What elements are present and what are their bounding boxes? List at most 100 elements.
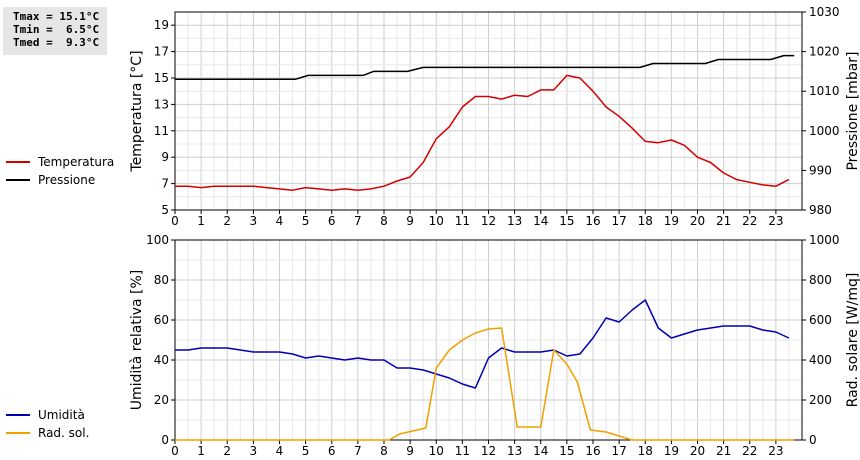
bottom-x-tick-label: 0 [171, 444, 179, 458]
bottom-x-tick-label: 21 [716, 444, 731, 458]
bottom-y-right-tick-label: 200 [809, 393, 832, 407]
bottom-x-tick-label: 19 [664, 444, 679, 458]
top-x-tick-label: 3 [250, 214, 258, 228]
top-x-tick-label: 8 [380, 214, 388, 228]
top-y-right-title: Pressione [mbar] [845, 51, 860, 170]
legend-label-umidita: Umidità [38, 408, 85, 422]
bottom-x-tick-label: 18 [638, 444, 653, 458]
top-x-tick-label: 23 [768, 214, 783, 228]
top-series-line-temperatura [175, 74, 790, 191]
bottom-x-tick-label: 13 [507, 444, 522, 458]
bottom-y-left-tick-label: 100 [146, 233, 169, 247]
bottom-x-tick-label: 11 [455, 444, 470, 458]
tmin-value: Tmin = 6.5°C [13, 23, 100, 36]
legend-item-temperatura: Temperatura [6, 153, 114, 171]
legend-label-pressione: Pressione [38, 173, 96, 187]
bottom-x-tick-label: 14 [533, 444, 548, 458]
top-x-tick-label: 1 [197, 214, 205, 228]
stats-box: Tmax = 15.1°C Tmin = 6.5°C Tmed = 9.3°C [3, 7, 107, 55]
bottom-x-tick-label: 2 [223, 444, 231, 458]
top-x-tick-label: 18 [638, 214, 653, 228]
tmax-value: Tmax = 15.1°C [13, 10, 100, 23]
bottom-x-tick-label: 20 [690, 444, 705, 458]
top-x-tick-label: 4 [276, 214, 284, 228]
bottom-x-tick-label: 4 [276, 444, 284, 458]
top-y-left-tick-label: 19 [154, 18, 169, 32]
top-x-tick-label: 22 [742, 214, 757, 228]
top-x-tick-label: 17 [611, 214, 626, 228]
bottom-x-tick-label: 15 [559, 444, 574, 458]
bottom-series-line-rad-sol [175, 327, 795, 441]
top-x-tick-label: 9 [406, 214, 414, 228]
legend-item-pressione: Pressione [6, 171, 114, 189]
top-x-tick-label: 13 [507, 214, 522, 228]
bottom-y-right-tick-label: 400 [809, 353, 832, 367]
top-y-left-tick-label: 13 [154, 97, 169, 111]
top-x-tick-label: 15 [559, 214, 574, 228]
bottom-y-left-tick-label: 80 [154, 273, 169, 287]
legend-item-umidita: Umidità [6, 406, 89, 424]
legend-swatch-temperatura [6, 161, 30, 163]
legend-item-rad-sol: Rad. sol. [6, 424, 89, 442]
top-y-right-tick-label: 1030 [809, 5, 840, 19]
top-x-tick-label: 10 [429, 214, 444, 228]
top-y-left-tick-label: 11 [154, 124, 169, 138]
top-x-tick-label: 7 [354, 214, 362, 228]
bottom-x-tick-label: 8 [380, 444, 388, 458]
top-x-tick-label: 20 [690, 214, 705, 228]
top-y-left-tick-label: 9 [161, 150, 169, 164]
top-y-right-tick-label: 1010 [809, 84, 840, 98]
bottom-y-right-tick-label: 600 [809, 313, 832, 327]
legend-top: Temperatura Pressione [6, 153, 114, 189]
top-x-tick-label: 21 [716, 214, 731, 228]
top-x-tick-label: 14 [533, 214, 548, 228]
top-x-tick-label: 12 [481, 214, 496, 228]
top-x-tick-label: 0 [171, 214, 179, 228]
bottom-y-right-tick-label: 800 [809, 273, 832, 287]
top-x-tick-label: 11 [455, 214, 470, 228]
bottom-y-right-tick-label: 0 [809, 433, 817, 447]
bottom-x-tick-label: 10 [429, 444, 444, 458]
top-x-tick-label: 5 [302, 214, 310, 228]
bottom-y-left-tick-label: 0 [161, 433, 169, 447]
bottom-x-tick-label: 17 [611, 444, 626, 458]
bottom-x-tick-label: 9 [406, 444, 414, 458]
bottom-x-tick-label: 22 [742, 444, 757, 458]
top-y-left-tick-label: 7 [161, 177, 169, 191]
legend-swatch-umidita [6, 414, 30, 416]
top-x-tick-label: 2 [223, 214, 231, 228]
tmed-value: Tmed = 9.3°C [13, 36, 100, 49]
top-x-tick-label: 19 [664, 214, 679, 228]
legend-swatch-pressione [6, 179, 30, 181]
bottom-y-left-tick-label: 60 [154, 313, 169, 327]
top-y-right-tick-label: 980 [809, 203, 832, 217]
bottom-y-right-title: Rad. solare [W/mq] [845, 273, 860, 408]
top-x-tick-label: 16 [585, 214, 600, 228]
bottom-y-left-title: Umidità relativa [%] [129, 270, 145, 411]
top-y-right-tick-label: 1000 [809, 124, 840, 138]
top-y-left-title: Temperatura [°C] [129, 50, 145, 172]
bottom-x-tick-label: 7 [354, 444, 362, 458]
bottom-x-tick-label: 12 [481, 444, 496, 458]
top-y-left-tick-label: 5 [161, 203, 169, 217]
bottom-x-tick-label: 3 [250, 444, 258, 458]
top-y-right-tick-label: 1020 [809, 45, 840, 59]
top-y-right-tick-label: 990 [809, 163, 832, 177]
bottom-y-right-tick-label: 1000 [809, 233, 840, 247]
top-series-line-pressione [175, 54, 795, 81]
bottom-x-tick-label: 23 [768, 444, 783, 458]
bottom-series-line-umidit [175, 299, 790, 389]
bottom-y-left-tick-label: 20 [154, 393, 169, 407]
bottom-x-tick-label: 1 [197, 444, 205, 458]
top-y-left-tick-label: 15 [154, 71, 169, 85]
top-x-tick-label: 6 [328, 214, 336, 228]
top-y-left-tick-label: 17 [154, 45, 169, 59]
bottom-y-left-tick-label: 40 [154, 353, 169, 367]
legend-label-temperatura: Temperatura [38, 155, 115, 169]
bottom-x-tick-label: 5 [302, 444, 310, 458]
legend-label-rad-sol: Rad. sol. [38, 426, 90, 440]
bottom-x-tick-label: 6 [328, 444, 336, 458]
bottom-x-tick-label: 16 [585, 444, 600, 458]
legend-swatch-rad-sol [6, 432, 30, 434]
